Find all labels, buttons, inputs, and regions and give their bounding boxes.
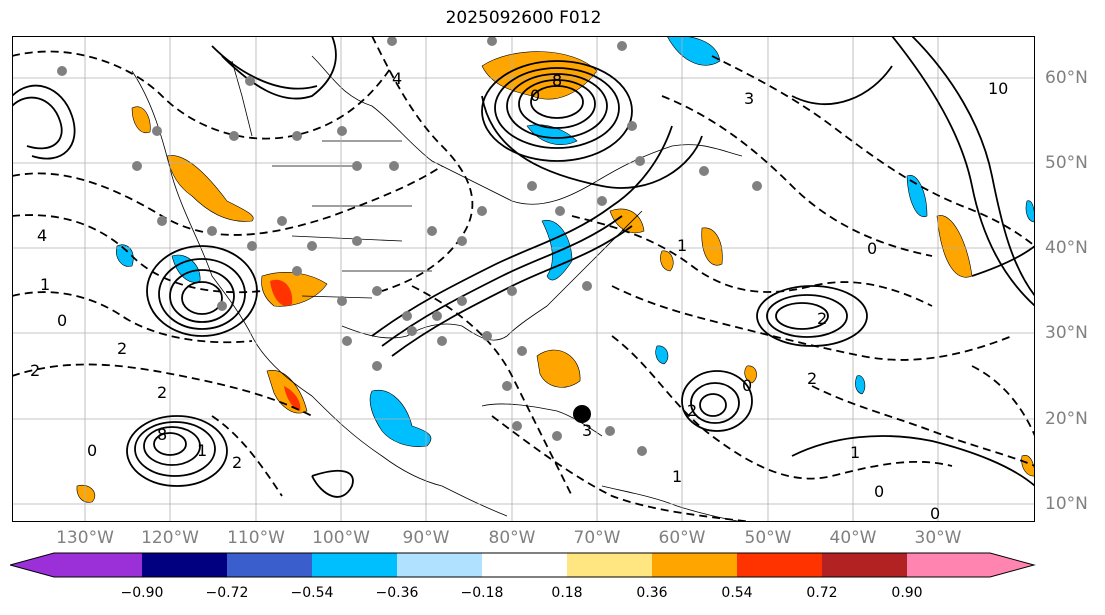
colorbar-segment bbox=[907, 553, 1034, 577]
station-markers bbox=[57, 36, 762, 456]
colorbar-tick-label: −0.90 bbox=[120, 585, 164, 601]
negative-contours bbox=[12, 36, 1035, 522]
latitude-label: 20°N bbox=[1045, 409, 1088, 429]
colorbar-segment bbox=[482, 553, 567, 577]
longitude-label: 50°W bbox=[744, 528, 792, 548]
longitude-label: 90°W bbox=[402, 528, 450, 548]
longitude-label: 30°W bbox=[914, 528, 962, 548]
longitude-label: 100°W bbox=[312, 528, 370, 548]
contour-label: 8 bbox=[552, 71, 562, 90]
contour-label: 2 bbox=[117, 339, 127, 358]
longitude-label: 40°W bbox=[829, 528, 877, 548]
contour-label: 0 bbox=[530, 86, 540, 105]
contour-label: 0 bbox=[57, 311, 67, 330]
contour-labels: 10 8 0 3 4 4 1 0 2 2 2 0 1 2 1 0 0 1 2 0… bbox=[30, 69, 1008, 522]
contour-label: 10 bbox=[988, 79, 1008, 98]
contour-label: 0 bbox=[930, 504, 940, 522]
contour-label: 1 bbox=[677, 236, 687, 255]
longitude-label: 110°W bbox=[227, 528, 285, 548]
contour-label: 0 bbox=[87, 441, 97, 460]
colorbar-tick-label: 0.72 bbox=[806, 585, 838, 601]
colorbar-segment bbox=[227, 553, 312, 577]
contour-label: 2 bbox=[157, 383, 167, 402]
colorbar-segment bbox=[312, 553, 397, 577]
colorbar-segment bbox=[652, 553, 737, 577]
contour-label: 2 bbox=[30, 361, 40, 380]
longitude-label: 130°W bbox=[56, 528, 114, 548]
colorbar-segment bbox=[397, 553, 482, 577]
colorbar-tick-label: −0.54 bbox=[290, 585, 334, 601]
latitude-label: 10°N bbox=[1045, 494, 1088, 514]
colorbar-tick-label: −0.36 bbox=[375, 585, 419, 601]
contour-label: 0 bbox=[867, 239, 877, 258]
longitude-label: 120°W bbox=[141, 528, 199, 548]
contour-label: 2 bbox=[687, 401, 697, 420]
contour-label: 2 bbox=[807, 369, 817, 388]
coastlines bbox=[131, 55, 743, 522]
longitude-label: 70°W bbox=[573, 528, 621, 548]
contour-label: 1 bbox=[197, 441, 207, 460]
contour-label: 1 bbox=[672, 467, 682, 486]
contour-label: 0 bbox=[874, 482, 884, 501]
colorbar-tick-label: 0.90 bbox=[891, 585, 923, 601]
contour-label: 3 bbox=[582, 421, 592, 440]
colorbar-segment bbox=[567, 553, 652, 577]
colorbar-tick-label: 0.18 bbox=[551, 585, 583, 601]
latitude-label: 50°N bbox=[1045, 153, 1088, 173]
contour-label: 4 bbox=[37, 226, 47, 245]
colorbar-segment bbox=[822, 553, 907, 577]
latitude-label: 40°N bbox=[1045, 238, 1088, 258]
contour-label: 2 bbox=[232, 453, 242, 472]
contour-label: 8 bbox=[157, 425, 167, 444]
forecast-map: 10 8 0 3 4 4 1 0 2 2 2 0 1 2 1 0 0 1 2 0… bbox=[12, 36, 1035, 522]
colorbar-segment bbox=[10, 553, 142, 577]
strong-positive-anomaly-regions bbox=[270, 279, 301, 411]
colorbar-tick-label: −0.72 bbox=[205, 585, 249, 601]
contour-label: 1 bbox=[40, 275, 50, 294]
contour-label: 3 bbox=[744, 89, 754, 108]
colorbar-segment bbox=[142, 553, 227, 577]
colorbar-tick-label: 0.54 bbox=[721, 585, 753, 601]
colorbar bbox=[10, 552, 1036, 578]
colorbar-tick-label: 0.36 bbox=[636, 585, 668, 601]
map-title: 2025092600 F012 bbox=[445, 8, 602, 28]
longitude-label: 60°W bbox=[658, 528, 706, 548]
colorbar-tick-label: −0.18 bbox=[460, 585, 504, 601]
latitude-label: 60°N bbox=[1045, 68, 1088, 88]
colorbar-segment bbox=[737, 553, 822, 577]
contour-label: 4 bbox=[392, 69, 402, 88]
latitude-label: 30°N bbox=[1045, 323, 1088, 343]
contour-label: 2 bbox=[817, 309, 827, 328]
longitude-label: 80°W bbox=[488, 528, 536, 548]
contour-label: 1 bbox=[850, 443, 860, 462]
storm-marker bbox=[573, 405, 591, 423]
contour-label: 0 bbox=[742, 376, 752, 395]
